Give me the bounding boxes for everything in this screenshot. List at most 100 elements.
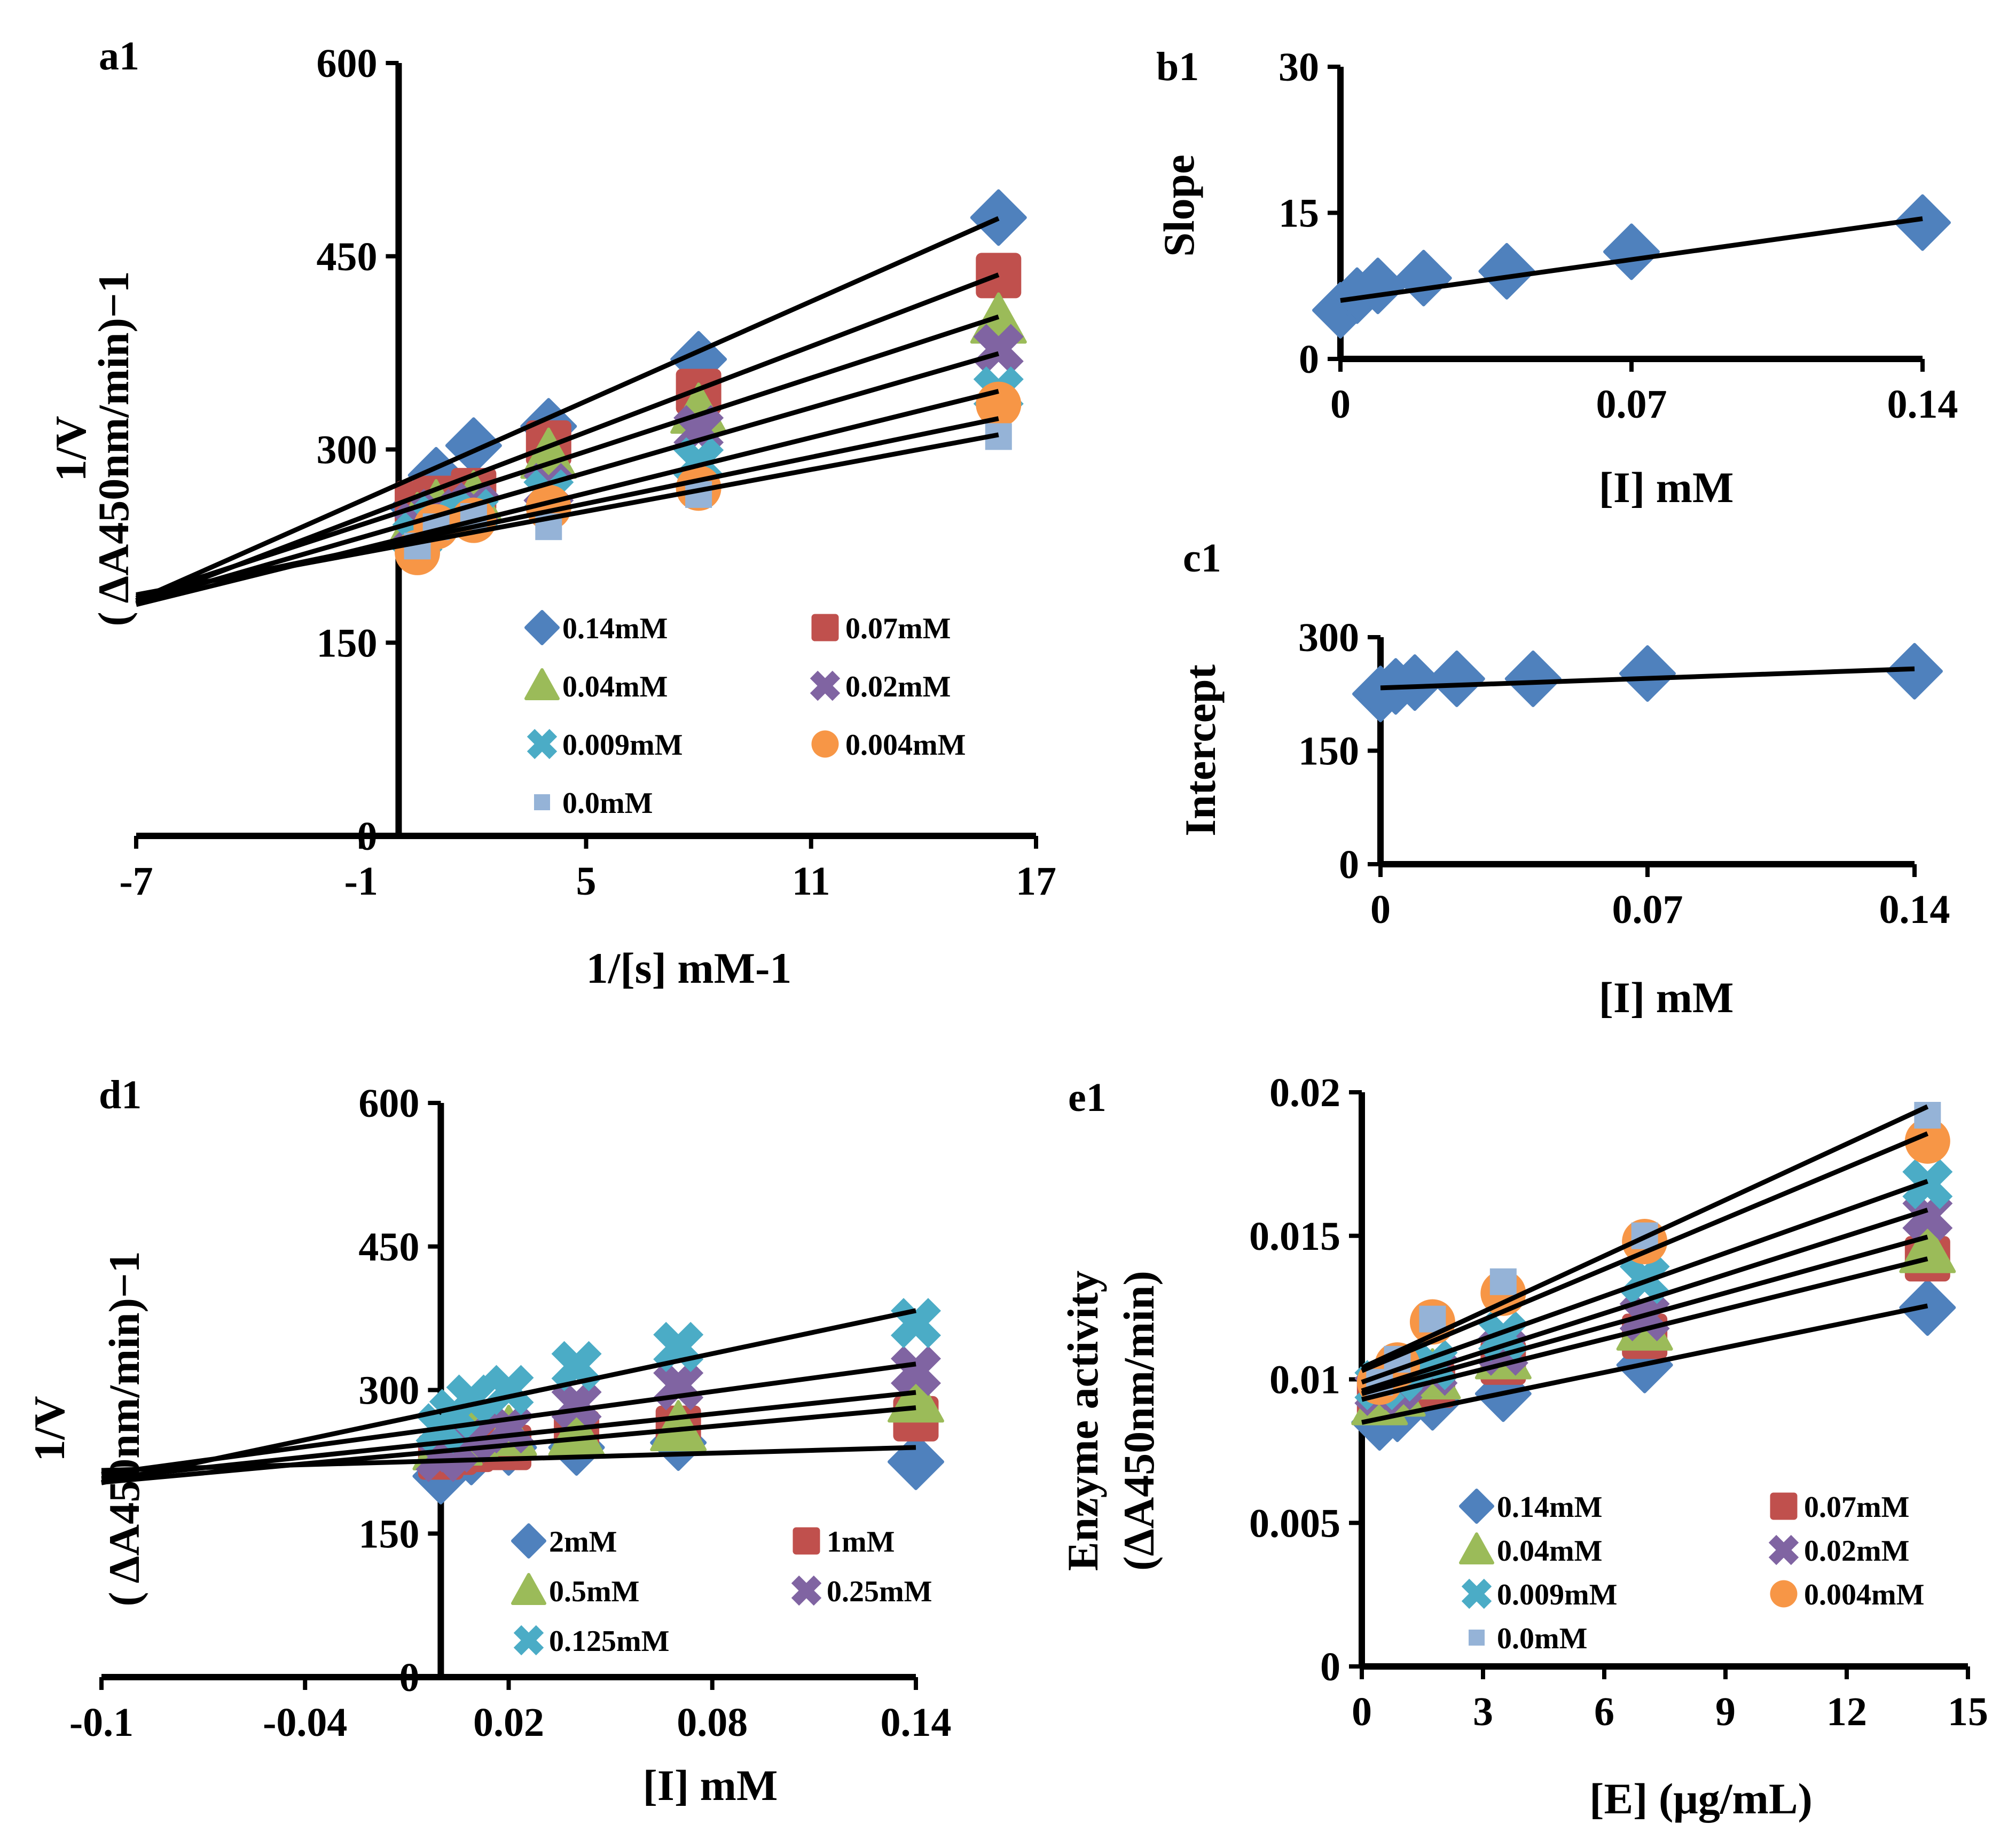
trend-line (1361, 1104, 1929, 1371)
y-tick-label: 0 (1339, 842, 1359, 887)
legend-marker (1469, 1630, 1485, 1646)
data-point (1478, 242, 1535, 300)
legend-marker (1768, 1535, 1799, 1565)
y-tick-label: 0.005 (1249, 1501, 1340, 1546)
x-tick-label: -1 (344, 859, 378, 904)
data-point (685, 481, 712, 508)
chart-e1: 0 3 6 9 12 15 0 0.005 0.01 0.015 0.02 e1 [E] (μg/mL)… (1058, 1070, 1988, 1823)
panel-label: c1 (1183, 536, 1221, 581)
legend-label: 0.0mM (562, 787, 653, 820)
trend-line (101, 1405, 916, 1485)
data-point (1902, 1158, 1953, 1210)
legend-label: 0.07mM (845, 612, 951, 645)
data-point (890, 1298, 942, 1349)
legend-marker (524, 668, 560, 700)
x-tick-label: 15 (1948, 1689, 1988, 1734)
data-point (1489, 1268, 1517, 1295)
x-tick-label: 0.14 (881, 1700, 952, 1745)
legend-marker (511, 1523, 546, 1559)
legend-label: 0.125mM (549, 1625, 670, 1658)
y-tick-label: 300 (1298, 615, 1359, 660)
trend-line (101, 1390, 916, 1481)
data-point (650, 1400, 707, 1452)
x-tick-label: 0.08 (677, 1700, 748, 1745)
data-point (1350, 257, 1407, 315)
legend-label: 2mM (549, 1525, 617, 1559)
legend-label: 0.009mM (1497, 1578, 1618, 1611)
y-axis-title: Slope (1155, 154, 1203, 256)
trend-line (101, 1308, 916, 1485)
trend-line (1361, 1208, 1928, 1394)
y-tick-label: 600 (316, 41, 377, 86)
trend-line (1380, 666, 1915, 691)
legend-label: 1mM (827, 1525, 895, 1559)
data-point (1894, 194, 1951, 251)
x-tick-label: 0.14 (1887, 382, 1958, 427)
y-tick-label: 30 (1278, 45, 1319, 90)
y-axis-title: Intercept (1176, 664, 1225, 836)
y-tick-label: 15 (1278, 191, 1319, 236)
legend-label: 0.02mM (1804, 1535, 1910, 1568)
data-point (1428, 650, 1485, 707)
legend-marker (811, 730, 839, 758)
legend-marker (1770, 1492, 1798, 1520)
x-tick-label: 5 (576, 859, 597, 904)
x-tick-label: 0 (1370, 887, 1391, 932)
y-tick-label: 450 (358, 1225, 419, 1270)
legend-label: 0.07mM (1804, 1491, 1910, 1524)
data-point (1914, 1102, 1941, 1129)
trend-line (135, 216, 1000, 603)
panel-label: b1 (1156, 44, 1199, 89)
legend-marker (793, 1527, 820, 1555)
data-point (1386, 654, 1444, 711)
y-tick-label: 300 (316, 428, 377, 473)
x-axis-title: [I] mM (1599, 463, 1734, 512)
data-point (1886, 643, 1943, 700)
y-tick-label: 0 (357, 814, 377, 859)
y-tick-label: 0.015 (1249, 1214, 1340, 1259)
legend-marker (534, 794, 550, 810)
panel-label: a1 (99, 34, 139, 79)
y-tick-label: 0 (1320, 1645, 1340, 1689)
y-axis-title: 1/V (25, 1396, 74, 1462)
trend-line (1361, 1303, 1928, 1425)
data-point (1619, 645, 1676, 702)
x-axis-title: [I] mM (1599, 973, 1734, 1022)
legend-label: 0.5mM (549, 1575, 640, 1608)
data-point (1504, 650, 1562, 707)
y-axis-title-line2: ( ΔA450nm/min)−1 (100, 1251, 148, 1606)
y-tick-label: 150 (358, 1512, 419, 1556)
y-tick-label: 450 (316, 234, 377, 279)
x-tick-label: -0.1 (69, 1700, 134, 1745)
x-tick-label: 12 (1826, 1689, 1867, 1734)
trend-line (1361, 1179, 1928, 1385)
y-axis-title: 1/V (46, 416, 95, 482)
legend-marker (811, 614, 839, 641)
x-tick-label: 0.07 (1596, 382, 1667, 427)
data-point (973, 324, 1024, 374)
x-tick-label: 0.07 (1612, 887, 1683, 932)
y-tick-label: 150 (316, 621, 377, 666)
legend-marker (1459, 1489, 1494, 1524)
chart-c1: 0 0.07 0.14 0 150 300 c1 [I] mM Intercept (1176, 536, 1950, 1022)
data-point (483, 1365, 534, 1415)
legend-label: 0.0mM (1497, 1622, 1588, 1655)
y-tick-label: 0.01 (1269, 1358, 1340, 1403)
legend-label: 0.14mM (562, 612, 668, 645)
legend-marker (810, 670, 841, 701)
legend-label: 0.04mM (1497, 1535, 1603, 1568)
trend-line (1361, 1131, 1929, 1373)
legend-marker (527, 729, 558, 760)
data-point (1904, 1118, 1950, 1164)
y-axis-title-line2: (ΔA450nm/min) (1115, 1271, 1163, 1571)
legend-marker (1461, 1578, 1492, 1609)
trend-line (136, 432, 999, 597)
trend-line (135, 314, 1000, 601)
data-point (551, 1379, 602, 1430)
y-axis-title: Enzyme activity (1058, 1271, 1107, 1571)
chart-a1: -7 -1 5 11 17 0 150 300 450 600 a1 1/[s] mM-1 1/V( Δ… (46, 34, 1056, 992)
trend-line (1361, 1256, 1928, 1402)
x-tick-label: 0 (1352, 1689, 1372, 1734)
